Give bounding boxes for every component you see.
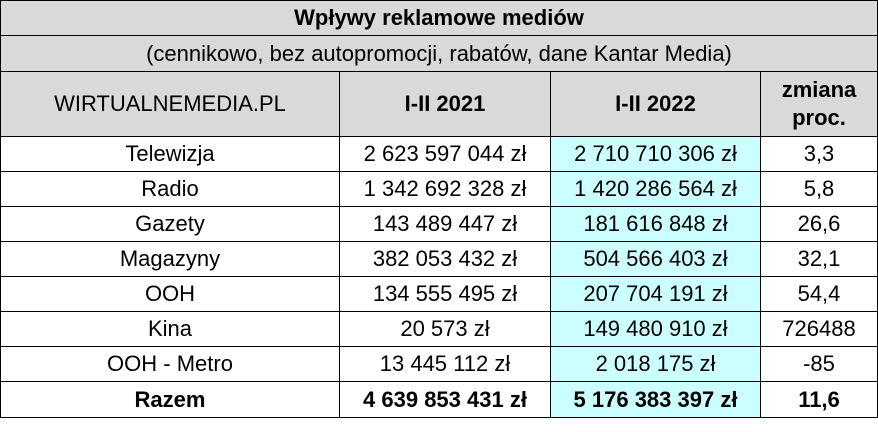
row-value-2022: 181 616 848 zł — [550, 206, 761, 242]
header-change: zmiana proc. — [760, 71, 878, 137]
row-medium-name: Magazyny — [0, 241, 340, 277]
table-row: OOH 134 555 495 zł 207 704 191 zł 54,4 — [0, 276, 878, 312]
row-value-2021: 2 623 597 044 zł — [339, 136, 551, 172]
row-value-2021: 143 489 447 zł — [339, 206, 551, 242]
row-value-2022: 2 018 175 zł — [550, 346, 761, 382]
column-header-row: WIRTUALNEMEDIA.PL I-II 2021 I-II 2022 zm… — [0, 71, 878, 137]
table-row: OOH - Metro 13 445 112 zł 2 018 175 zł -… — [0, 346, 878, 382]
source-label: WIRTUALNEMEDIA.PL — [0, 71, 340, 137]
header-change-line2: proc. — [792, 105, 846, 130]
row-medium-name: Gazety — [0, 206, 340, 242]
row-value-2021: 134 555 495 zł — [339, 276, 551, 312]
total-label: Razem — [0, 381, 340, 418]
row-value-2022: 2 710 710 306 zł — [550, 136, 761, 172]
header-change-line1: zmiana — [781, 77, 857, 102]
row-change: 54,4 — [760, 276, 878, 312]
table-title: Wpływy reklamowe mediów — [0, 0, 878, 36]
title-row: Wpływy reklamowe mediów — [0, 0, 878, 36]
total-value-2021: 4 639 853 431 zł — [339, 381, 551, 418]
row-medium-name: Kina — [0, 311, 340, 347]
table-row: Radio 1 342 692 328 zł 1 420 286 564 zł … — [0, 171, 878, 207]
row-medium-name: Telewizja — [0, 136, 340, 172]
row-value-2022: 504 566 403 zł — [550, 241, 761, 277]
table-row: Telewizja 2 623 597 044 zł 2 710 710 306… — [0, 136, 878, 172]
row-value-2021: 20 573 zł — [339, 311, 551, 347]
row-value-2022: 207 704 191 zł — [550, 276, 761, 312]
row-medium-name: OOH — [0, 276, 340, 312]
row-change: 3,3 — [760, 136, 878, 172]
table-row: Kina 20 573 zł 149 480 910 zł 726488 — [0, 311, 878, 347]
row-value-2022: 1 420 286 564 zł — [550, 171, 761, 207]
row-change: 32,1 — [760, 241, 878, 277]
total-value-2022: 5 176 383 397 zł — [550, 381, 761, 418]
media-revenue-table: Wpływy reklamowe mediów (cennikowo, bez … — [0, 0, 878, 418]
row-change: -85 — [760, 346, 878, 382]
table-subtitle: (cennikowo, bez autopromocji, rabatów, d… — [0, 35, 878, 72]
table-row: Magazyny 382 053 432 zł 504 566 403 zł 3… — [0, 241, 878, 277]
table-row: Gazety 143 489 447 zł 181 616 848 zł 26,… — [0, 206, 878, 242]
total-change: 11,6 — [760, 381, 878, 418]
row-medium-name: OOH - Metro — [0, 346, 340, 382]
header-2022: I-II 2022 — [550, 71, 761, 137]
row-value-2021: 1 342 692 328 zł — [339, 171, 551, 207]
row-change: 726488 — [760, 311, 878, 347]
row-value-2022: 149 480 910 zł — [550, 311, 761, 347]
row-change: 5,8 — [760, 171, 878, 207]
row-value-2021: 13 445 112 zł — [339, 346, 551, 382]
total-row: Razem 4 639 853 431 zł 5 176 383 397 zł … — [0, 381, 878, 418]
subtitle-row: (cennikowo, bez autopromocji, rabatów, d… — [0, 35, 878, 72]
row-medium-name: Radio — [0, 171, 340, 207]
row-change: 26,6 — [760, 206, 878, 242]
row-value-2021: 382 053 432 zł — [339, 241, 551, 277]
header-2021: I-II 2021 — [339, 71, 551, 137]
